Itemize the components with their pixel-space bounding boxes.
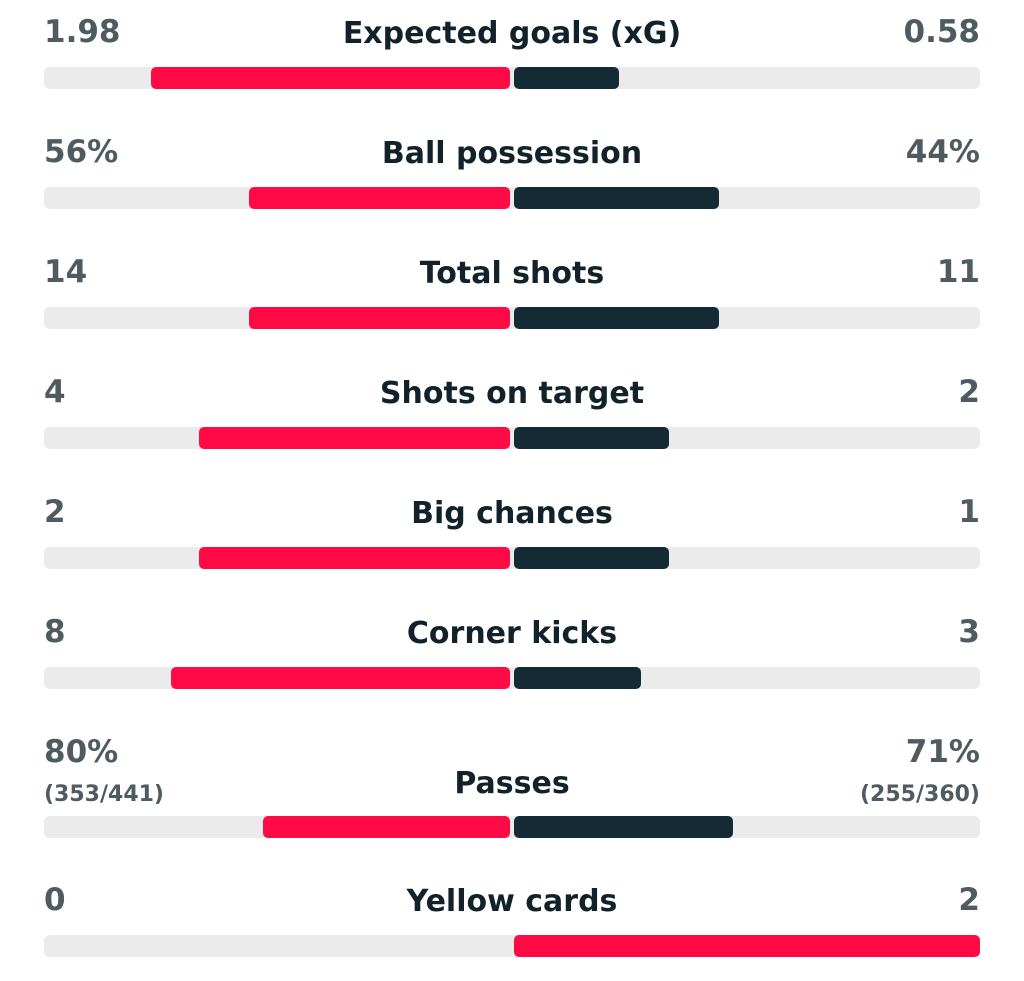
stat-title: Big chances xyxy=(411,496,613,531)
stat-title: Passes xyxy=(454,766,570,801)
stat-row-shots-on-target: Shots on target 4 2 xyxy=(44,360,980,460)
home-value: 14 xyxy=(44,254,88,290)
away-bar xyxy=(514,307,719,329)
home-value: 80% xyxy=(44,734,119,770)
away-value: 1 xyxy=(958,494,980,530)
away-bar xyxy=(514,67,619,89)
stat-bar-track xyxy=(44,816,980,838)
home-value: 8 xyxy=(44,614,66,650)
home-value: 1.98 xyxy=(44,14,121,50)
home-value: 0 xyxy=(44,882,66,918)
stat-row-corner-kicks: Corner kicks 8 3 xyxy=(44,600,980,700)
stat-row-passes: Passes 80% 71% (353/441) (255/360) xyxy=(44,720,980,850)
stat-row-total-shots: Total shots 14 11 xyxy=(44,240,980,340)
away-value: 3 xyxy=(958,614,980,650)
away-bar xyxy=(514,816,733,838)
home-bar xyxy=(151,67,510,89)
stat-row-big-chances: Big chances 2 1 xyxy=(44,480,980,580)
home-bar xyxy=(249,187,510,209)
away-value: 71% xyxy=(905,734,980,770)
away-value: 0.58 xyxy=(903,14,981,50)
stat-bar-track xyxy=(44,547,980,569)
home-value: 2 xyxy=(44,494,66,530)
stat-row-ball-possession: Ball possession 56% 44% xyxy=(44,120,980,220)
stat-bar-track xyxy=(44,187,980,209)
stat-bar-track xyxy=(44,427,980,449)
stat-title: Yellow cards xyxy=(406,884,618,919)
home-bar xyxy=(171,667,510,689)
stat-bar-track xyxy=(44,67,980,89)
stat-title: Shots on target xyxy=(379,376,645,411)
stat-title: Corner kicks xyxy=(406,616,618,651)
home-value: 4 xyxy=(44,374,66,410)
stat-row-expected-goals: Expected goals (xG) 1.98 0.58 xyxy=(44,0,980,100)
away-bar xyxy=(514,187,719,209)
stat-bar-track xyxy=(44,667,980,689)
away-passes-detail: (255/360) xyxy=(860,782,980,807)
away-bar xyxy=(514,935,980,957)
away-value: 11 xyxy=(936,254,980,290)
home-bar xyxy=(249,307,510,329)
away-value: 44% xyxy=(905,134,980,170)
stat-title: Expected goals (xG) xyxy=(342,16,682,51)
away-value: 2 xyxy=(958,882,980,918)
away-value: 2 xyxy=(958,374,980,410)
stat-row-yellow-cards: Yellow cards 0 2 xyxy=(44,868,980,968)
away-bar xyxy=(514,667,641,689)
stat-title: Ball possession xyxy=(381,136,643,171)
home-bar xyxy=(199,547,510,569)
stat-bar-track xyxy=(44,307,980,329)
home-bar xyxy=(263,816,510,838)
stat-title: Total shots xyxy=(419,256,605,291)
home-value: 56% xyxy=(44,134,119,170)
stat-bar-track xyxy=(44,935,980,957)
home-passes-detail: (353/441) xyxy=(44,782,164,807)
away-bar xyxy=(514,427,669,449)
home-bar xyxy=(199,427,510,449)
away-bar xyxy=(514,547,669,569)
